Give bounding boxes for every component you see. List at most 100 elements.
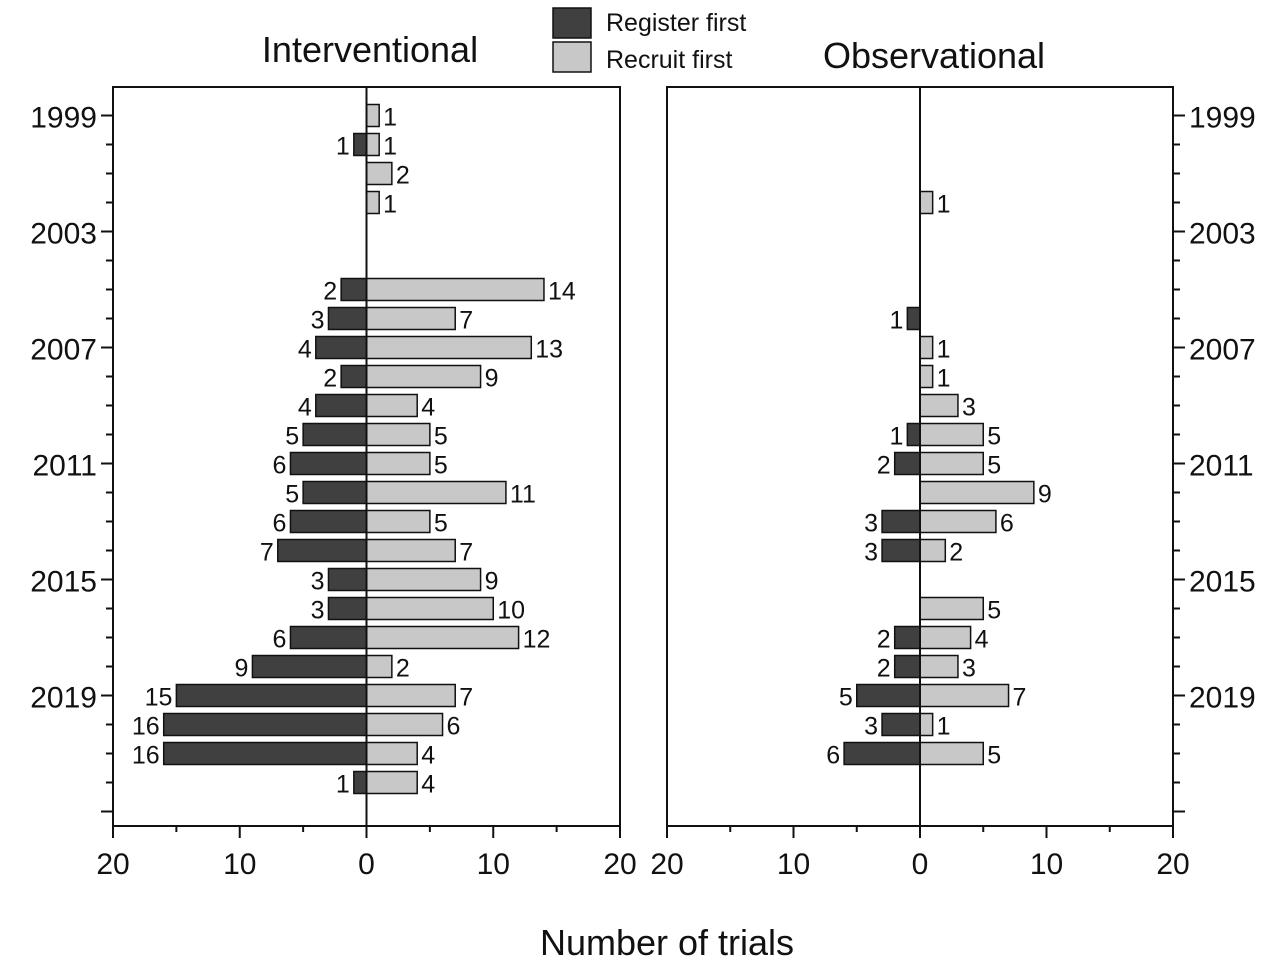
bar-recruit-first — [365, 277, 545, 302]
bar-register-first — [315, 393, 368, 418]
bar-recruit-first — [365, 741, 418, 766]
data-label: 2 — [949, 539, 963, 567]
bar-recruit-first — [365, 393, 418, 418]
data-label: 6 — [826, 742, 840, 770]
bar-register-first — [289, 451, 368, 476]
data-label: 2 — [396, 162, 410, 190]
bar-recruit-first — [919, 625, 972, 650]
data-label: 1 — [383, 104, 397, 132]
bar-recruit-first — [919, 712, 934, 737]
bar-recruit-first — [365, 422, 431, 447]
y-tick-label: 1999 — [30, 102, 97, 135]
x-tick-label: 20 — [603, 848, 636, 881]
data-label: 3 — [311, 568, 325, 596]
data-label: 2 — [877, 655, 891, 683]
bar-recruit-first — [365, 509, 431, 534]
data-label: 7 — [1013, 684, 1027, 712]
data-label: 4 — [421, 742, 435, 770]
bar-recruit-first — [365, 161, 393, 186]
data-label: 5 — [434, 452, 448, 480]
bar-recruit-first — [919, 509, 997, 534]
x-axis-label: Number of trials — [540, 922, 794, 963]
bar-register-first — [340, 277, 368, 302]
data-label: 5 — [434, 510, 448, 538]
data-label: 3 — [311, 307, 325, 335]
data-label: 12 — [523, 626, 551, 654]
x-tick-label: 10 — [477, 848, 510, 881]
x-tick-label: 0 — [912, 848, 929, 881]
bar-register-first — [856, 683, 921, 708]
data-label: 1 — [336, 771, 350, 799]
bar-recruit-first — [919, 741, 984, 766]
data-label: 16 — [132, 713, 160, 741]
data-label: 3 — [962, 394, 976, 422]
bar-register-first — [302, 480, 368, 505]
bar-register-first — [893, 654, 921, 679]
y-tick-label: 2003 — [30, 218, 97, 251]
bar-recruit-first — [365, 712, 444, 737]
panel-title-observational: Observational — [823, 35, 1045, 76]
panel-title-interventional: Interventional — [262, 29, 478, 70]
data-label: 1 — [383, 133, 397, 161]
data-label: 13 — [535, 336, 563, 364]
x-tick-label: 10 — [1030, 848, 1063, 881]
data-label: 4 — [298, 336, 312, 364]
bar-register-first — [327, 596, 368, 621]
bar-recruit-first — [919, 422, 984, 447]
data-label: 5 — [987, 452, 1001, 480]
bar-recruit-first — [365, 654, 393, 679]
bar-register-first — [289, 509, 368, 534]
legend-swatch-register-first — [552, 7, 592, 39]
bar-recruit-first — [365, 596, 494, 621]
data-label: 5 — [839, 684, 853, 712]
bar-register-first — [893, 451, 921, 476]
y-tick-label: 2003 — [1189, 218, 1256, 251]
bar-register-first — [881, 538, 921, 563]
bar-recruit-first — [919, 393, 959, 418]
data-label: 9 — [235, 655, 249, 683]
data-label: 3 — [864, 713, 878, 741]
data-label: 7 — [260, 539, 274, 567]
data-label: 6 — [447, 713, 461, 741]
data-label: 5 — [285, 423, 299, 451]
data-label: 4 — [421, 771, 435, 799]
data-label: 5 — [285, 481, 299, 509]
x-tick-label: 20 — [1156, 848, 1189, 881]
bar-recruit-first — [919, 190, 934, 215]
bar-recruit-first — [919, 683, 1010, 708]
data-label: 6 — [1000, 510, 1014, 538]
data-label: 16 — [132, 742, 160, 770]
y-tick-label: 2019 — [30, 682, 97, 715]
x-tick-label: 10 — [777, 848, 810, 881]
data-label: 1 — [937, 191, 951, 219]
bar-register-first — [843, 741, 921, 766]
data-label: 9 — [1038, 481, 1052, 509]
y-tick-label: 2007 — [30, 334, 97, 367]
data-label: 6 — [273, 510, 287, 538]
x-tick-label: 0 — [358, 848, 375, 881]
bar-register-first — [340, 364, 368, 389]
bar-register-first — [353, 132, 368, 157]
y-tick-label: 2015 — [1189, 566, 1256, 599]
y-tick-label: 2007 — [1189, 334, 1256, 367]
data-label: 7 — [459, 684, 473, 712]
bar-recruit-first — [919, 335, 934, 360]
data-label: 9 — [485, 365, 499, 393]
data-label: 6 — [273, 626, 287, 654]
bar-register-first — [277, 538, 368, 563]
legend-swatch-recruit-first — [552, 41, 592, 73]
data-label: 3 — [864, 539, 878, 567]
bar-register-first — [315, 335, 368, 360]
data-label: 15 — [145, 684, 173, 712]
data-label: 1 — [889, 307, 903, 335]
bar-recruit-first — [365, 190, 380, 215]
bar-recruit-first — [365, 625, 520, 650]
bar-register-first — [251, 654, 368, 679]
bar-register-first — [906, 306, 921, 331]
bar-recruit-first — [919, 654, 959, 679]
data-label: 4 — [298, 394, 312, 422]
data-label: 2 — [323, 365, 337, 393]
bar-register-first — [327, 567, 368, 592]
bar-recruit-first — [365, 538, 456, 563]
